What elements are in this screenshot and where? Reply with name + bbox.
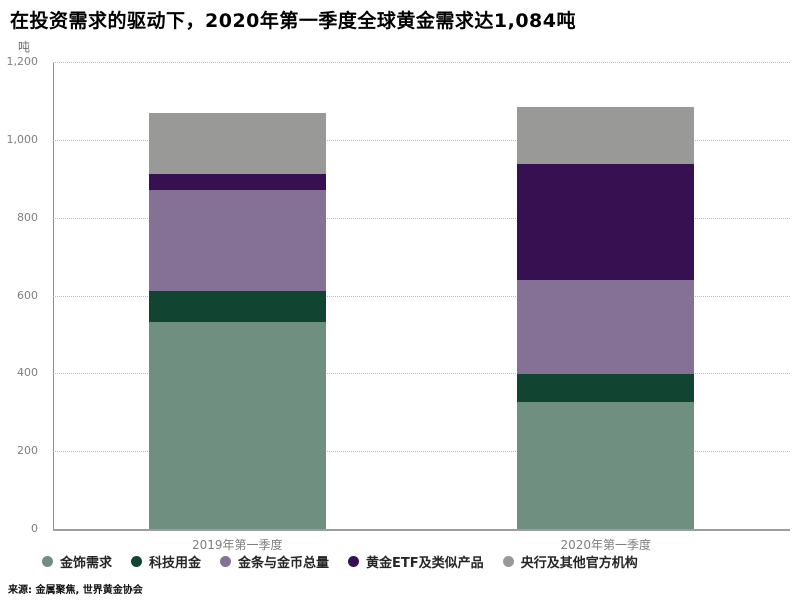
legend-label: 金饰需求 (60, 555, 113, 571)
bar-segment-2019年第一季度-黄金ETF及类似产品 (148, 173, 326, 191)
plot-area (53, 62, 790, 531)
gridline-800 (53, 217, 790, 219)
legend-label: 科技用金 (149, 555, 202, 571)
legend-marker-icon (131, 555, 143, 567)
bar-segment-2020年第一季度-科技用金 (517, 373, 695, 403)
legend: 金饰需求 科技用金 金条与金币总量 黄金ETF及类似产品 央行及其他官方机构 (42, 552, 638, 571)
x-axis-label-2019年第一季度: 2019年第一季度 (191, 538, 283, 552)
y-tick-label-1000: 1,000 (6, 132, 39, 146)
y-tick-label-400: 400 (17, 366, 38, 380)
x-axis-line (53, 529, 790, 531)
bar-segment-2020年第一季度-央行及其他官方机构 (517, 107, 695, 164)
legend-marker-icon (502, 555, 514, 567)
bar-segment-2019年第一季度-金饰需求 (148, 321, 326, 529)
source-note: 来源: 金属聚焦, 世界黄金协会 (8, 585, 143, 596)
legend-item-金条与金币总量: 金条与金币总量 (220, 552, 329, 571)
legend-item-科技用金: 科技用金 (131, 552, 201, 571)
gridline-400 (53, 373, 790, 375)
legend-marker-icon (220, 555, 232, 567)
gridline-1000 (53, 139, 790, 141)
gridline-1200 (53, 62, 790, 63)
legend-label: 黄金ETF及类似产品 (366, 555, 484, 571)
bar-segment-2020年第一季度-黄金ETF及类似产品 (517, 163, 695, 280)
y-tick-label-200: 200 (17, 444, 38, 458)
gridline-600 (53, 295, 790, 297)
legend-item-央行及其他官方机构: 央行及其他官方机构 (502, 552, 638, 571)
legend-label: 金条与金币总量 (238, 555, 330, 571)
chart-title: 在投资需求的驱动下，2020年第一季度全球黄金需求达1,084吨 (10, 10, 576, 32)
legend-item-金饰需求: 金饰需求 (42, 552, 112, 571)
bar-segment-2019年第一季度-金条与金币总量 (148, 190, 326, 291)
y-tick-label-0: 0 (31, 522, 38, 535)
bar-segment-2019年第一季度-科技用金 (148, 290, 326, 322)
legend-marker-icon (42, 555, 53, 567)
bar-segment-2020年第一季度-金饰需求 (517, 402, 695, 529)
y-tick-label-600: 600 (17, 288, 38, 302)
y-axis-unit-label: 吨 (18, 40, 31, 54)
legend-item-黄金ETF及类似产品: 黄金ETF及类似产品 (348, 552, 484, 571)
bar-segment-2020年第一季度-金条与金币总量 (517, 279, 695, 374)
y-tick-label-1200: 1,200 (6, 55, 39, 68)
gridline-200 (53, 451, 790, 453)
y-tick-label-800: 800 (17, 210, 38, 224)
legend-marker-icon (348, 555, 360, 567)
x-axis-label-2020年第一季度: 2020年第一季度 (560, 538, 652, 552)
bar-segment-2019年第一季度-央行及其他官方机构 (148, 112, 326, 174)
legend-label: 央行及其他官方机构 (520, 555, 638, 571)
